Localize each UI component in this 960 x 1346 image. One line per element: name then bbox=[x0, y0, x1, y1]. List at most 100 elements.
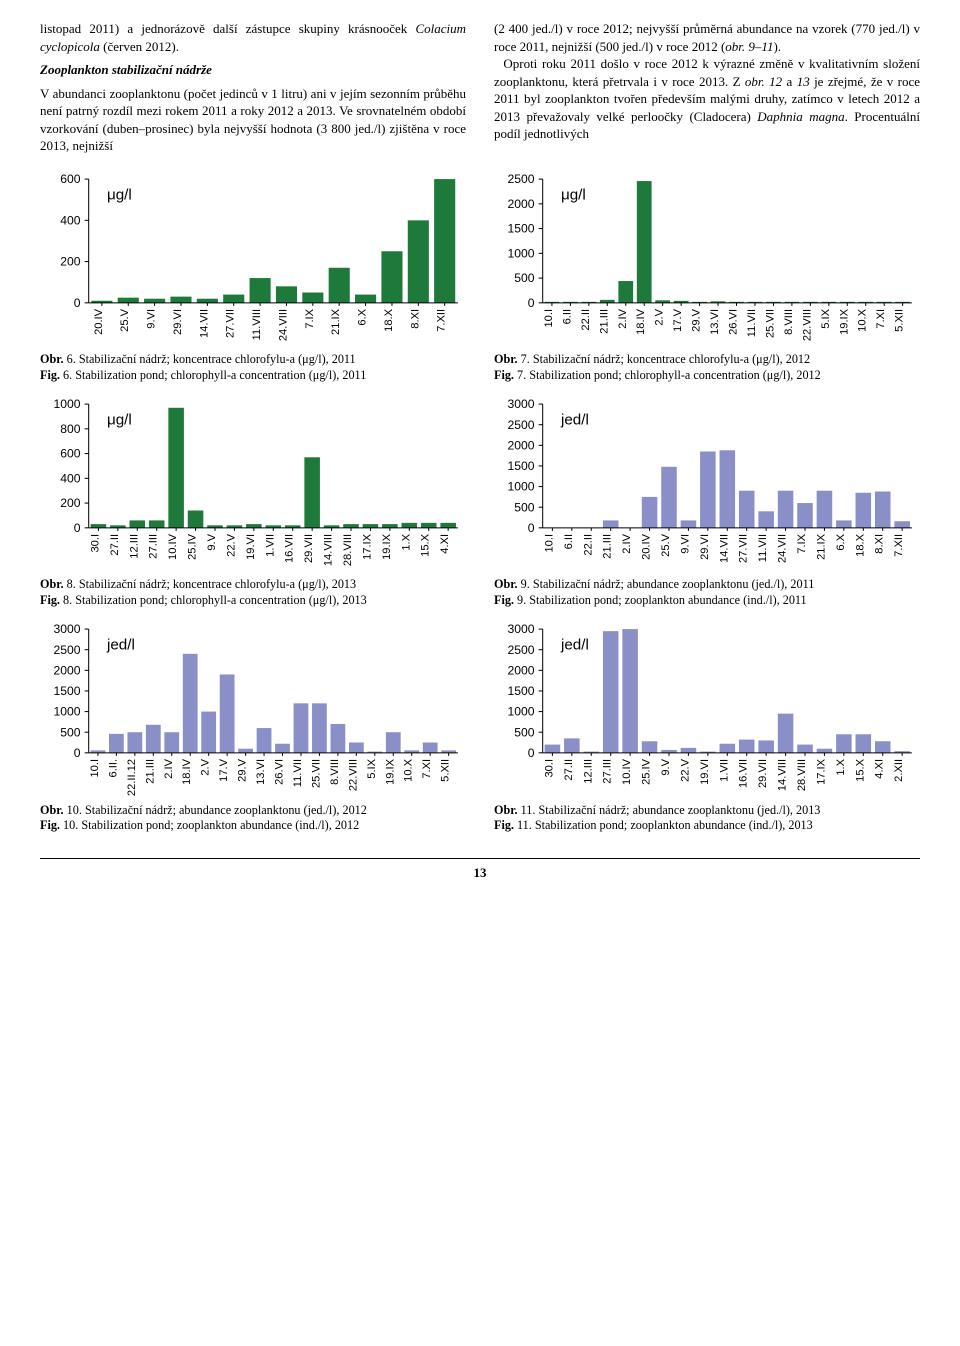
xtick-label: 6.X bbox=[357, 308, 369, 325]
bar bbox=[720, 744, 736, 753]
ytick-label: 500 bbox=[514, 500, 535, 514]
xtick-label: 22.VIII bbox=[801, 309, 813, 341]
bar bbox=[129, 520, 145, 527]
xtick-label: 8.VIII bbox=[783, 309, 795, 335]
xtick-label: 24.VII bbox=[777, 534, 789, 563]
xtick-label: 25.V bbox=[660, 533, 672, 556]
ytick-label: 1000 bbox=[508, 246, 535, 260]
bar bbox=[545, 745, 561, 753]
ytick-label: 0 bbox=[528, 521, 535, 535]
chart-block-obr11: 05001000150020002500300030.I27.II12.III2… bbox=[494, 623, 920, 834]
xtick-label: 12.III bbox=[582, 759, 594, 784]
ytick-label: 400 bbox=[60, 471, 81, 485]
bar bbox=[758, 741, 774, 753]
ytick-label: 600 bbox=[60, 173, 81, 186]
xtick-label: 28.VIII bbox=[796, 759, 808, 791]
xtick-label: 17.V bbox=[672, 308, 684, 331]
xtick-label: 20.IV bbox=[641, 533, 653, 560]
bar bbox=[276, 286, 297, 302]
xtick-label: 2.XII bbox=[893, 759, 905, 782]
xtick-label: 22.V bbox=[679, 758, 691, 781]
chart-block-obr8: 0200400600800100030.I27.II12.III27.III10… bbox=[40, 398, 466, 609]
ytick-label: 2500 bbox=[508, 173, 535, 186]
xtick-label: 30.I bbox=[89, 534, 101, 553]
bar bbox=[603, 520, 619, 527]
bar bbox=[797, 503, 813, 528]
xtick-label: 15.X bbox=[854, 758, 866, 781]
y-unit-label: jed/l bbox=[560, 636, 589, 653]
bar bbox=[758, 511, 774, 527]
bar bbox=[168, 408, 184, 528]
bar bbox=[118, 297, 139, 302]
bar bbox=[402, 523, 418, 528]
xtick-label: 10.IV bbox=[167, 533, 179, 560]
bar bbox=[817, 491, 833, 528]
xtick-label: 10.I bbox=[543, 534, 555, 553]
xtick-label: 28.VIII bbox=[342, 534, 354, 566]
xtick-label: 29.VII bbox=[757, 759, 769, 788]
xtick-label: 9.VI bbox=[146, 309, 158, 329]
xtick-label: 27.III bbox=[602, 759, 614, 784]
chart-svg: 0500100015002000250010.I6.II22.II21.III2… bbox=[494, 173, 920, 345]
bar bbox=[681, 748, 697, 753]
y-unit-label: μg/l bbox=[107, 411, 132, 428]
xtick-label: 12.III bbox=[128, 534, 140, 559]
xtick-label: 5.IX bbox=[366, 758, 378, 778]
xtick-label: 7.XI bbox=[875, 309, 887, 329]
xtick-label: 2.IV bbox=[617, 308, 629, 328]
bar bbox=[223, 294, 244, 302]
ytick-label: 200 bbox=[60, 254, 81, 268]
xtick-label: 5.XII bbox=[440, 759, 452, 782]
xtick-label: 10.I bbox=[543, 309, 555, 328]
bar bbox=[642, 741, 658, 753]
xtick-label: 22.V bbox=[225, 533, 237, 556]
xtick-label: 22.II.12 bbox=[126, 759, 138, 796]
xtick-label: 25.V bbox=[119, 308, 131, 331]
bar bbox=[329, 268, 350, 303]
xtick-label: 25.IV bbox=[641, 758, 653, 785]
bar bbox=[894, 521, 910, 528]
xtick-label: 16.VII bbox=[738, 759, 750, 788]
xtick-label: 11.VII bbox=[757, 534, 769, 562]
xtick-label: 22.II bbox=[580, 309, 592, 331]
intro-text-columns: listopad 2011) a jednorázově další zástu… bbox=[40, 20, 920, 155]
ytick-label: 2000 bbox=[54, 663, 81, 677]
bar bbox=[739, 491, 755, 528]
xtick-label: 17.IX bbox=[815, 758, 827, 785]
bar bbox=[294, 703, 309, 752]
bar bbox=[343, 524, 359, 528]
xtick-label: 9.V bbox=[206, 533, 218, 550]
chart-caption: Obr. 8. Stabilizační nádrž; koncentrace … bbox=[40, 577, 466, 609]
bar bbox=[183, 654, 198, 753]
ytick-label: 500 bbox=[514, 271, 535, 285]
xtick-label: 27.VII bbox=[738, 534, 750, 563]
xtick-label: 8.VIII bbox=[329, 759, 341, 785]
xtick-label: 22.II bbox=[582, 534, 594, 556]
bar bbox=[681, 520, 697, 527]
xtick-label: 5.IX bbox=[820, 308, 832, 328]
ytick-label: 3000 bbox=[508, 623, 535, 636]
ytick-label: 3000 bbox=[508, 398, 535, 411]
chart-svg: 020040060020.IV25.V9.VI29.VI14.VII27.VII… bbox=[40, 173, 466, 345]
ytick-label: 1500 bbox=[508, 684, 535, 698]
xtick-label: 18.X bbox=[854, 533, 866, 556]
ytick-label: 1000 bbox=[508, 705, 535, 719]
bar bbox=[201, 712, 216, 753]
bar bbox=[856, 493, 872, 528]
ytick-label: 2500 bbox=[54, 643, 81, 657]
xtick-label: 25.VII bbox=[310, 759, 322, 788]
ytick-label: 2000 bbox=[508, 438, 535, 452]
ytick-label: 1500 bbox=[508, 459, 535, 473]
ytick-label: 0 bbox=[528, 296, 535, 310]
xtick-label: 24.VIII bbox=[277, 309, 289, 341]
xtick-label: 25.IV bbox=[187, 533, 199, 560]
bar bbox=[197, 299, 218, 303]
ytick-label: 1500 bbox=[54, 684, 81, 698]
bar bbox=[720, 450, 736, 528]
ytick-label: 1500 bbox=[508, 221, 535, 235]
bar bbox=[250, 278, 271, 303]
xtick-label: 2.IV bbox=[621, 533, 633, 553]
xtick-label: 14.VIII bbox=[323, 534, 335, 566]
bar bbox=[146, 725, 161, 753]
intro-left-body: V abundanci zooplanktonu (počet jedinců … bbox=[40, 85, 466, 155]
